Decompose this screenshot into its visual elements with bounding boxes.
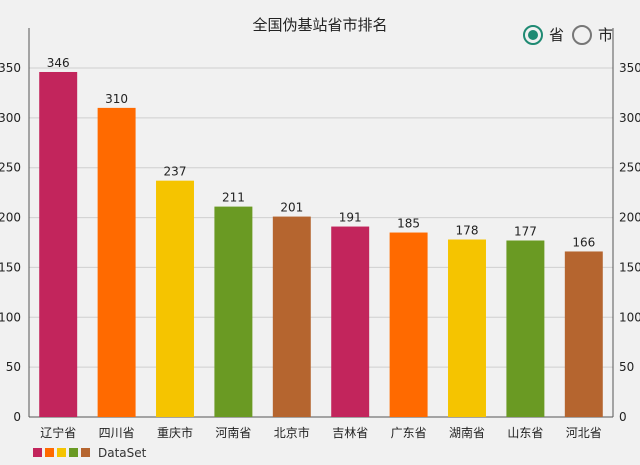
x-tick-label: 吉林省	[332, 426, 368, 440]
x-tick-label: 辽宁省	[40, 425, 76, 440]
x-tick-label: 广东省	[391, 426, 427, 440]
y-tick-label-right: 50	[619, 360, 634, 374]
bar-value-label: 201	[280, 201, 303, 215]
bar	[564, 251, 603, 417]
y-tick-label-left: 100	[0, 310, 21, 324]
radio-province-label: 省	[549, 26, 565, 44]
legend-swatch	[81, 448, 90, 457]
bar	[272, 216, 311, 417]
bar-value-label: 211	[222, 191, 245, 205]
radio-city[interactable]: 市	[572, 24, 617, 45]
legend-swatch	[69, 448, 78, 457]
radio-city-label: 市	[598, 26, 614, 44]
bar	[156, 180, 194, 417]
radio-checked-icon	[523, 24, 543, 45]
y-tick-label-left: 250	[0, 161, 21, 175]
y-tick-label-right: 200	[619, 211, 640, 225]
legend-swatch	[45, 448, 54, 457]
bar	[506, 240, 545, 417]
y-tick-label-right: 150	[619, 260, 640, 274]
legend-swatch	[57, 448, 66, 457]
y-tick-label-left: 150	[0, 260, 21, 274]
radio-unchecked-icon	[572, 24, 593, 45]
x-tick-label: 山东省	[507, 426, 543, 440]
bar-value-label: 346	[47, 56, 70, 70]
x-tick-label: 河南省	[215, 425, 251, 440]
bar-value-label: 310	[105, 92, 128, 106]
region-radio-group: 省 市	[523, 24, 621, 45]
bar-value-label: 177	[514, 225, 537, 239]
bar	[448, 239, 486, 417]
bar	[331, 226, 370, 417]
bar	[39, 71, 78, 417]
chart-title: 全国伪基站省市排名	[252, 16, 388, 34]
y-tick-label-right: 250	[619, 161, 640, 175]
radio-province[interactable]: 省	[523, 24, 568, 45]
bar	[389, 232, 428, 417]
bar	[97, 107, 136, 417]
x-tick-label: 北京市	[274, 425, 310, 440]
y-tick-label-left: 300	[0, 111, 21, 125]
bar-value-label: 166	[572, 235, 595, 249]
legend-swatch	[33, 448, 42, 457]
bar-value-label: 237	[164, 165, 187, 179]
y-tick-label-right: 100	[619, 310, 640, 324]
y-tick-label-left: 0	[13, 410, 21, 424]
y-tick-label-right: 300	[619, 111, 640, 125]
x-tick-label: 重庆市	[157, 425, 193, 440]
bar	[214, 206, 253, 417]
bar-value-label: 191	[339, 211, 362, 225]
y-tick-label-right: 350	[619, 61, 640, 75]
x-tick-label: 湖南省	[449, 425, 485, 440]
bar-value-label: 185	[397, 217, 420, 231]
y-tick-label-left: 50	[6, 360, 21, 374]
legend-swatches	[33, 446, 93, 460]
x-tick-label: 河北省	[566, 426, 602, 440]
bar-value-label: 178	[456, 224, 479, 238]
y-tick-label-left: 200	[0, 211, 21, 225]
legend-label: DataSet	[98, 446, 147, 460]
x-tick-label: 四川省	[99, 426, 135, 440]
y-tick-label-right: 0	[619, 410, 627, 424]
y-tick-label-left: 350	[0, 61, 21, 75]
chart-legend: DataSet	[33, 446, 146, 460]
